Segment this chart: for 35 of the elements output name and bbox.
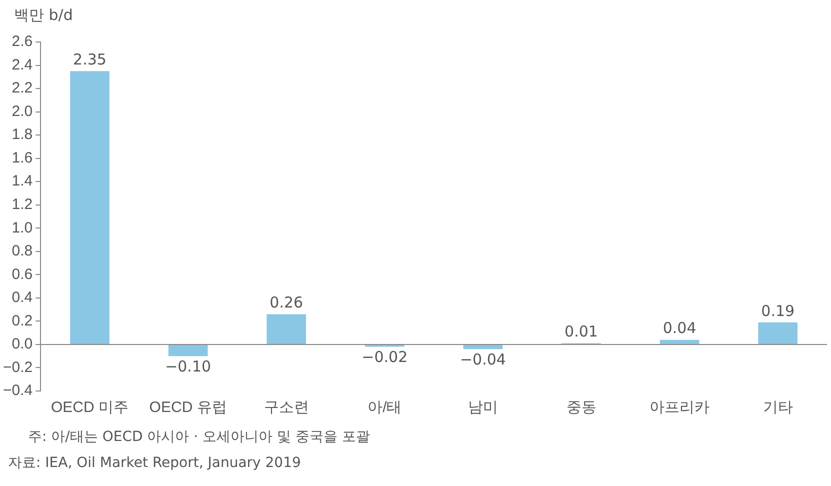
data-label: −0.02 xyxy=(362,348,408,366)
data-label: 0.01 xyxy=(564,322,598,341)
x-tick-label: OECD 유럽 xyxy=(149,399,227,416)
y-tick-label: 1.8 xyxy=(12,126,33,144)
text: 주: 아/태는 OECD 아시아 · 오세아니아 및 중국을 포괄 xyxy=(28,428,370,446)
x-tick-label: 기타 xyxy=(762,399,793,416)
data-label: 0.19 xyxy=(761,302,795,320)
x-tick-label: 남미 xyxy=(468,399,498,416)
y-tick-label: 2.2 xyxy=(12,80,33,97)
y-tick-label: 1.4 xyxy=(12,172,33,190)
y-tick-label: −0.4 xyxy=(2,382,33,400)
x-tick-label: 아프리카 xyxy=(650,399,710,416)
x-tick-label: 아/태 xyxy=(368,399,402,416)
data-label: −0.10 xyxy=(165,357,212,376)
y-tick-label: 1.6 xyxy=(12,149,33,166)
y-tick-label: 0.2 xyxy=(12,312,33,330)
y-tick-label: 2.6 xyxy=(12,33,33,50)
y-tick-label: 0.8 xyxy=(12,242,33,260)
x-tick-label: OECD 미주 xyxy=(51,399,129,416)
data-label: 2.35 xyxy=(73,50,106,68)
x-tick-label: 중동 xyxy=(566,399,596,416)
y-axis-title: 백만 b/d xyxy=(14,6,73,25)
text: 자료: IEA, Oil Market Report, January 2019 xyxy=(8,454,301,472)
data-label: 0.04 xyxy=(662,319,696,338)
y-tick-label: 0.6 xyxy=(12,266,33,283)
y-tick-label: 1.2 xyxy=(12,196,33,214)
x-tick-label: 구소련 xyxy=(264,399,309,416)
y-tick-label: 1.0 xyxy=(12,219,33,236)
y-tick-label: −0.2 xyxy=(2,358,33,376)
y-tick-label: 0.0 xyxy=(12,336,33,353)
data-label: 0.26 xyxy=(270,294,304,312)
y-tick-label: 2.0 xyxy=(12,102,33,120)
data-label: −0.04 xyxy=(460,350,506,369)
y-tick-label: 0.4 xyxy=(12,289,33,306)
y-tick-label: 2.4 xyxy=(12,56,33,74)
